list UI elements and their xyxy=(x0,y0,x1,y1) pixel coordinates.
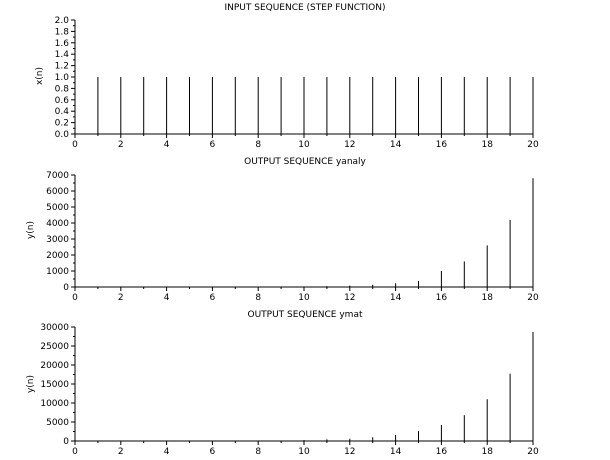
x-tick-label: 18 xyxy=(481,140,493,150)
y-tick-label: 15000 xyxy=(40,380,69,390)
x-tick-label: 4 xyxy=(164,293,170,303)
x-tick-label: 12 xyxy=(344,293,355,303)
plot-area: 0 2 4 6 8 10 12 14 16 18 20 0 1000 2000 3000 4000 5000 60… xyxy=(46,171,539,303)
x-tick-label: 12 xyxy=(344,447,355,457)
panel-output-yanaly: OUTPUT SEQUENCE yanaly y(n) 0 2 4 6 8 10 12 14 1… xyxy=(26,157,539,303)
x-tick-label: 4 xyxy=(164,140,170,150)
y-tick-label: 1000 xyxy=(46,267,69,277)
x-tick-label: 20 xyxy=(527,293,539,303)
y-tick-label: 0.2 xyxy=(55,119,69,129)
panel-input-sequence: INPUT SEQUENCE (STEP FUNCTION) x(n) 0 2 4 6… xyxy=(35,3,539,150)
y-tick-label: 5000 xyxy=(46,203,69,213)
x-tick-label: 18 xyxy=(481,447,493,457)
y-tick-label: 1.0 xyxy=(55,73,70,83)
y-tick-label: 10000 xyxy=(40,399,69,409)
x-tick-label: 16 xyxy=(436,447,448,457)
y-tick-label: 0 xyxy=(63,283,69,293)
y-tick-label: 1.6 xyxy=(55,39,70,49)
x-tick-label: 6 xyxy=(210,447,216,457)
x-tick-label: 4 xyxy=(164,447,170,457)
y-tick-label: 7000 xyxy=(46,171,69,181)
y-tick-label: 6000 xyxy=(46,187,69,197)
y-tick-label: 0.4 xyxy=(55,107,70,117)
x-tick-label: 14 xyxy=(390,293,402,303)
chart-title: OUTPUT SEQUENCE yanaly xyxy=(244,157,366,167)
x-tick-label: 2 xyxy=(118,293,124,303)
chart-title: OUTPUT SEQUENCE ymat xyxy=(247,310,362,320)
x-tick-label: 0 xyxy=(72,140,78,150)
y-tick-label: 3000 xyxy=(46,235,69,245)
y-tick-label: 1.2 xyxy=(55,62,69,72)
x-tick-label: 0 xyxy=(72,447,78,457)
x-tick-label: 0 xyxy=(72,293,78,303)
chart-title: INPUT SEQUENCE (STEP FUNCTION) xyxy=(224,3,385,13)
y-axis-label: y(n) xyxy=(26,375,36,393)
y-tick-label: 2000 xyxy=(46,251,69,261)
x-tick-label: 20 xyxy=(527,140,539,150)
x-tick-label: 16 xyxy=(436,293,448,303)
y-tick-label: 5000 xyxy=(46,418,69,428)
plot-area: 0 2 4 6 8 10 12 14 16 18 20 0 5000 10000 15000 20000 250… xyxy=(40,323,539,457)
x-tick-label: 14 xyxy=(390,447,402,457)
x-tick-label: 10 xyxy=(298,140,310,150)
x-tick-label: 8 xyxy=(255,293,261,303)
y-tick-label: 0.8 xyxy=(55,84,70,94)
y-tick-label: 30000 xyxy=(40,323,69,333)
y-tick-label: 1.4 xyxy=(55,50,70,60)
x-tick-label: 10 xyxy=(298,447,310,457)
x-tick-label: 14 xyxy=(390,140,402,150)
x-tick-label: 6 xyxy=(210,293,216,303)
x-tick-label: 18 xyxy=(481,293,493,303)
panel-output-ymat: OUTPUT SEQUENCE ymat y(n) 0 2 4 6 8 10 12 14 16 1… xyxy=(26,310,539,457)
y-tick-label: 25000 xyxy=(40,342,69,352)
x-tick-label: 6 xyxy=(210,140,216,150)
x-tick-label: 10 xyxy=(298,293,310,303)
y-axis-label: x(n) xyxy=(35,67,45,85)
x-tick-label: 8 xyxy=(255,140,261,150)
y-tick-label: 4000 xyxy=(46,219,69,229)
x-tick-label: 12 xyxy=(344,140,355,150)
y-tick-label: 20000 xyxy=(40,361,69,371)
y-axis-label: y(n) xyxy=(26,221,36,239)
plot-area: 0 2 4 6 8 10 12 14 16 18 20 0.00.2 0.40.6 0.81.01.2 1.… xyxy=(55,16,539,150)
x-tick-label: 16 xyxy=(436,140,448,150)
y-tick-label: 2.0 xyxy=(55,16,70,26)
x-tick-label: 20 xyxy=(527,447,539,457)
x-tick-label: 2 xyxy=(118,447,124,457)
y-tick-label: 0 xyxy=(63,437,69,447)
y-tick-label: 0.6 xyxy=(55,96,70,106)
x-tick-label: 2 xyxy=(118,140,124,150)
y-tick-label: 0.0 xyxy=(55,130,70,140)
x-tick-label: 8 xyxy=(255,447,261,457)
y-tick-label: 1.8 xyxy=(55,27,70,37)
